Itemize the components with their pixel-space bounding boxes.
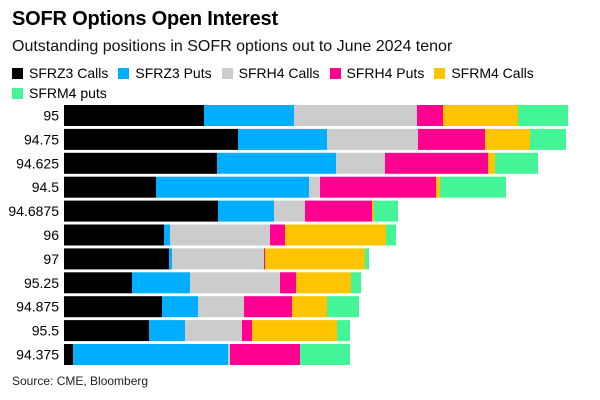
bar-segment — [386, 224, 396, 246]
bar-segment — [73, 344, 228, 365]
bar-segment — [64, 248, 169, 270]
source-note: Source: CME, Bloomberg — [12, 374, 149, 388]
bar-segment — [64, 200, 218, 222]
bar-segment — [417, 105, 443, 126]
category-label: 96 — [43, 227, 59, 243]
bar-segment — [64, 176, 156, 198]
category-label: 95.5 — [32, 323, 59, 339]
bar-segment — [530, 128, 566, 150]
legend-label: SFRM4 Calls — [451, 65, 534, 81]
bar-segment — [228, 344, 230, 365]
bar-segment — [296, 272, 351, 294]
bar-segment — [305, 200, 372, 222]
bar-segment — [274, 200, 305, 222]
bar-segment — [488, 152, 495, 174]
category-label: 94.6875 — [8, 203, 59, 219]
bar-segment — [495, 152, 538, 174]
bar-segment — [252, 320, 337, 342]
chart-subtitle: Outstanding positions in SOFR options ou… — [12, 38, 453, 55]
bar-segment — [204, 105, 294, 126]
bar-segment — [64, 296, 162, 318]
bar-segment — [169, 248, 172, 270]
bar-segment — [327, 296, 359, 318]
legend-item: SFRH4 Puts — [329, 64, 425, 83]
bar-segment — [198, 296, 244, 318]
legend-swatch — [329, 68, 341, 79]
bar-segment — [149, 320, 185, 342]
bar-segment — [327, 128, 418, 150]
bar-segment — [156, 176, 309, 198]
bar-segment — [244, 296, 292, 318]
bar-segment — [64, 128, 238, 150]
bar-segment — [285, 224, 386, 246]
legend-swatch — [12, 88, 23, 99]
legend: SFRZ3 Calls SFRZ3 Puts SFRH4 Calls SFRH4 Pu… — [12, 64, 592, 104]
bar-segment — [238, 128, 327, 150]
category-label: 95 — [43, 108, 59, 124]
bar-segment — [64, 224, 164, 246]
bar-segment — [242, 320, 252, 342]
legend-item: SFRZ3 Puts — [118, 64, 212, 83]
category-label: 94.75 — [24, 131, 59, 147]
bar-segment — [190, 272, 280, 294]
bar-segment — [164, 224, 170, 246]
legend-label: SFRH4 Calls — [238, 65, 320, 81]
bar-segment — [485, 128, 530, 150]
stacked-bar-chart: 95 94.75 94.625 94.5 94.6875 96 97 95.25 94.875 9… — [8, 105, 568, 365]
bar-segment — [280, 272, 296, 294]
bar-segment — [64, 152, 217, 174]
bar-segment — [64, 272, 132, 294]
legend-swatch — [12, 68, 23, 79]
bar-segment — [518, 105, 568, 126]
bar-segment — [309, 176, 320, 198]
legend-item: SFRM4 Calls — [434, 64, 534, 83]
bar-segment — [218, 200, 274, 222]
legend-label: SFRZ3 Puts — [135, 65, 212, 81]
bar-segment — [294, 105, 417, 126]
bar-segment — [264, 248, 265, 270]
legend-swatch — [118, 68, 130, 79]
bar-segment — [337, 320, 350, 342]
bar-segment — [185, 320, 242, 342]
bar-segment — [436, 176, 440, 198]
legend-label: SFRM4 puts — [29, 85, 107, 101]
bar-segment — [270, 224, 285, 246]
bar-segment — [300, 344, 350, 365]
bar-segment — [64, 320, 149, 342]
bar-segment — [372, 200, 374, 222]
bar-segment — [365, 248, 369, 270]
bar-segment — [292, 296, 327, 318]
category-label: 97 — [43, 251, 59, 267]
bar-segment — [336, 152, 385, 174]
chart-title: SOFR Options Open Interest — [12, 8, 278, 30]
legend-swatch — [434, 68, 446, 79]
bar-segment — [132, 272, 190, 294]
bar-segment — [385, 152, 488, 174]
bar-segment — [418, 128, 485, 150]
category-label: 95.25 — [24, 275, 59, 291]
bar-segment — [172, 248, 264, 270]
legend-swatch — [221, 68, 233, 79]
bar-segment — [374, 200, 398, 222]
category-label: 94.875 — [16, 299, 59, 315]
bar-segment — [170, 224, 270, 246]
legend-label: SFRH4 Puts — [346, 65, 425, 81]
category-label: 94.5 — [32, 179, 59, 195]
bar-segment — [162, 296, 198, 318]
bar-segment — [64, 344, 73, 365]
bar-segment — [443, 105, 518, 126]
bar-segment — [351, 272, 361, 294]
bar-segment — [320, 176, 436, 198]
legend-label: SFRZ3 Calls — [29, 65, 109, 81]
bar-segment — [440, 176, 506, 198]
category-label: 94.375 — [16, 347, 59, 363]
category-label: 94.625 — [16, 155, 59, 171]
bar-segment — [230, 344, 300, 365]
bar-segment — [64, 105, 204, 126]
legend-item: SFRH4 Calls — [221, 64, 320, 83]
legend-item: SFRZ3 Calls — [12, 64, 108, 83]
bar-segment — [265, 248, 365, 270]
bar-segment — [217, 152, 336, 174]
legend-item: SFRM4 puts — [12, 84, 107, 103]
